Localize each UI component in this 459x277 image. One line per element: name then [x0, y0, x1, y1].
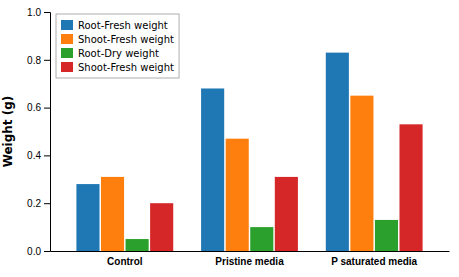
tick: 0.4 — [27, 150, 50, 161]
tick-label: 0.6 — [27, 102, 41, 113]
legend-label: Root-Fresh weight — [78, 20, 168, 31]
tick-mark — [44, 60, 50, 61]
tick-label: 0.0 — [27, 246, 41, 257]
axis-line — [51, 251, 450, 252]
tick-label: 0.4 — [27, 150, 41, 161]
plot: 0.0 0.2 0.4 0.6 0.8 1.0 Control Pristine media P… — [1, 7, 450, 267]
tick-mark — [44, 155, 50, 156]
bar — [201, 88, 224, 251]
legend-item: Shoot-Fresh weight — [61, 62, 174, 73]
tick: Pristine media — [215, 256, 284, 267]
bar — [399, 124, 422, 251]
legend-box — [56, 14, 179, 78]
axis-line — [44, 13, 51, 252]
bar — [101, 177, 124, 251]
tick: 0.8 — [27, 55, 50, 66]
bar — [275, 177, 298, 251]
tick-label: 0.8 — [27, 55, 41, 66]
tick-mark — [44, 251, 50, 252]
tick-label: 1.0 — [27, 7, 41, 18]
bar-series — [76, 53, 348, 251]
bar — [150, 203, 173, 251]
tick-mark — [44, 108, 50, 109]
bar — [76, 184, 99, 251]
tick-mark — [44, 12, 50, 13]
tick-mark — [44, 203, 50, 204]
tick: P saturated media — [331, 256, 417, 267]
legend-label: Root-Dry weight — [78, 48, 159, 59]
legend-item: Root-Fresh weight — [61, 20, 168, 31]
axis-title: Weight (g) — [1, 96, 15, 168]
bar — [350, 96, 373, 251]
tick-label: Control — [107, 256, 143, 267]
tick: 1.0 — [27, 7, 50, 18]
bar — [250, 227, 273, 251]
y-axis: 0.0 0.2 0.4 0.6 0.8 1.0 — [27, 7, 50, 257]
legend-swatch — [61, 48, 73, 58]
tick-label: Pristine media — [215, 256, 284, 267]
bar — [226, 139, 249, 251]
bar — [126, 239, 149, 251]
legend-label: Shoot-Fresh weight — [78, 62, 174, 73]
legend-swatch — [61, 34, 73, 44]
bar — [326, 53, 349, 251]
tick: 0.0 — [27, 246, 50, 257]
tick: Control — [107, 256, 143, 267]
tick-label: P saturated media — [331, 256, 417, 267]
tick: 0.6 — [27, 102, 50, 113]
bar-series — [150, 124, 422, 251]
legend-swatch — [61, 62, 73, 72]
chart: 0.0 0.2 0.4 0.6 0.8 1.0 Control Pristine media P… — [0, 0, 459, 277]
bar — [375, 220, 398, 251]
x-axis: Control Pristine media P saturated media — [51, 252, 450, 268]
tick: 0.2 — [27, 198, 50, 209]
legend-item: Root-Dry weight — [61, 48, 159, 59]
legend-label: Shoot-Fresh weight — [78, 34, 174, 45]
bar-series — [101, 96, 373, 251]
tick-label: 0.2 — [27, 198, 41, 209]
bars — [76, 53, 422, 251]
legend-item: Shoot-Fresh weight — [61, 34, 174, 45]
legend-swatch — [61, 20, 73, 30]
legend: Root-Fresh weight Shoot-Fresh weight Root-… — [56, 14, 179, 78]
